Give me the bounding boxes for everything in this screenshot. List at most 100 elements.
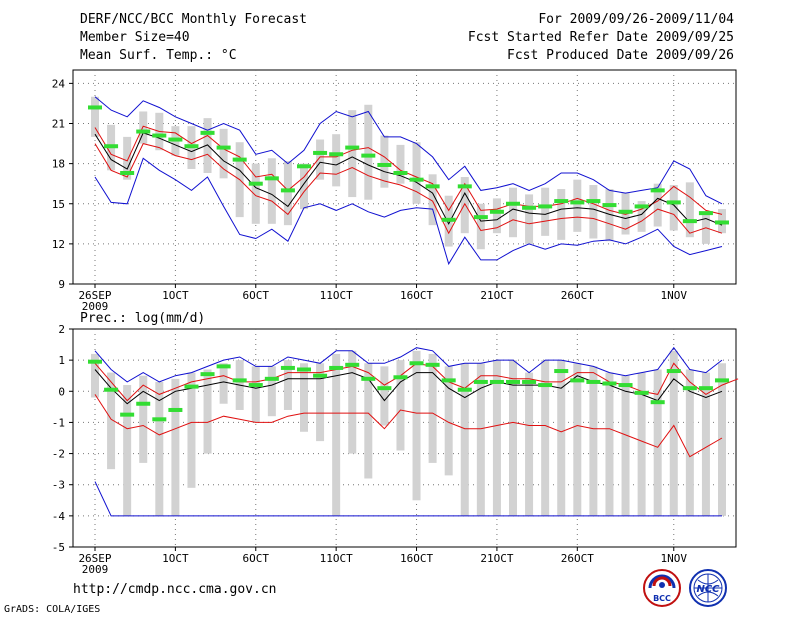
temp-ensemble-bar bbox=[589, 185, 598, 239]
prec-observed-marker bbox=[602, 381, 617, 386]
temp-max-line bbox=[94, 96, 723, 205]
prec-ensemble-bar bbox=[139, 375, 148, 463]
prec-ensemble-bar bbox=[412, 350, 421, 501]
prec-observed-marker bbox=[88, 359, 102, 364]
temp-ensemble-bar bbox=[541, 187, 550, 236]
prec-observed-marker bbox=[104, 387, 119, 392]
prec-ensemble-bar bbox=[669, 350, 678, 516]
prec-y-tick-label: -5 bbox=[52, 541, 65, 554]
temp-observed-marker bbox=[698, 211, 713, 216]
chart-title: DERF/NCC/BCC Monthly Forecast bbox=[80, 12, 307, 27]
prec-observed-marker bbox=[136, 401, 151, 406]
prec-observed-marker bbox=[152, 417, 167, 422]
prec-ensemble-bar bbox=[155, 381, 164, 516]
temp-observed-marker bbox=[184, 144, 199, 149]
temp-ensemble-bar bbox=[492, 198, 501, 234]
prec-observed-marker bbox=[297, 367, 311, 372]
temp-ensemble-bar bbox=[669, 185, 678, 231]
temp-observed-marker bbox=[618, 209, 633, 214]
temp-y-tick-label: 9 bbox=[58, 278, 65, 291]
temp-observed-marker bbox=[200, 130, 215, 135]
prec-observed-marker bbox=[248, 383, 263, 388]
prec-ensemble-bar bbox=[701, 372, 710, 516]
temp-ensemble-bar bbox=[428, 174, 437, 226]
temp-observed-marker bbox=[634, 204, 649, 209]
temp-observed-marker bbox=[554, 199, 569, 204]
prec-ensemble-bar bbox=[267, 366, 276, 417]
temp-ensemble-bar bbox=[637, 201, 646, 232]
prec-ensemble-bar bbox=[348, 350, 357, 454]
temp-observed-marker bbox=[506, 201, 520, 206]
temp-ensemble-bar bbox=[412, 142, 421, 204]
temp-ensemble-bar bbox=[316, 139, 325, 180]
temp-ensemble-bar bbox=[460, 177, 469, 234]
prec-observed-marker bbox=[200, 372, 215, 377]
prec-observed-marker bbox=[280, 365, 295, 370]
temp-observed-marker bbox=[473, 215, 488, 220]
temp-ensemble-bar bbox=[283, 160, 292, 226]
prec-ensemble-bar bbox=[251, 366, 260, 423]
prec-observed-marker bbox=[441, 378, 456, 383]
temp-ensemble-bar bbox=[139, 111, 148, 144]
prec-observed-marker bbox=[264, 376, 279, 381]
temp-observed-marker bbox=[570, 200, 585, 205]
prec-observed-marker bbox=[345, 362, 360, 367]
temp-ensemble-bar bbox=[557, 189, 566, 240]
prec-x-tick-label: 16OCT bbox=[400, 552, 433, 565]
prec-observed-marker bbox=[409, 361, 424, 366]
prec-ensemble-bar bbox=[509, 360, 517, 516]
temp-ensemble-bar bbox=[364, 104, 373, 200]
temp-observed-marker bbox=[297, 164, 311, 169]
temp-observed-marker bbox=[264, 176, 279, 181]
temp-observed-marker bbox=[425, 184, 440, 189]
temp-observed-marker bbox=[522, 205, 537, 210]
temp-x-tick-label: 1OCT bbox=[162, 289, 189, 302]
temp-y-tick-label: 24 bbox=[52, 77, 66, 90]
forecast-period: For 2009/09/26-2009/11/04 bbox=[538, 12, 734, 27]
temp-observed-marker bbox=[88, 105, 102, 110]
temp-mean-line bbox=[94, 132, 723, 226]
ncc-logo-text: NCC bbox=[696, 584, 720, 595]
prec-observed-marker bbox=[425, 362, 440, 367]
prec-observed-marker bbox=[361, 376, 376, 381]
prec-y-tick-label: -2 bbox=[52, 448, 65, 461]
prec-ensemble-bar bbox=[476, 363, 485, 516]
prec-lower-line bbox=[94, 394, 723, 458]
prec-observed-marker bbox=[506, 379, 520, 384]
temp-observed-marker bbox=[682, 219, 697, 224]
bcc-logo-text: BCC bbox=[653, 594, 671, 603]
prec-ensemble-bar bbox=[605, 372, 614, 516]
prec-ensemble-bar bbox=[91, 353, 99, 398]
temp-ensemble-bar bbox=[525, 194, 534, 244]
temp-observed-marker bbox=[377, 162, 392, 167]
temp-observed-marker bbox=[104, 144, 119, 149]
prec-ensemble-bar bbox=[332, 353, 341, 516]
source-url[interactable]: http://cmdp.ncc.cma.gov.cn bbox=[73, 582, 277, 597]
prec-ensemble-bar bbox=[316, 363, 325, 442]
prec-observed-marker bbox=[698, 386, 713, 391]
temp-observed-marker bbox=[666, 200, 681, 205]
prec-observed-marker bbox=[377, 386, 392, 391]
prec-ensemble-bar bbox=[718, 363, 726, 516]
temp-observed-marker bbox=[120, 170, 135, 175]
temp-ensemble-bar bbox=[251, 163, 260, 224]
temp-ensemble-bar bbox=[300, 163, 308, 210]
prec-ensemble-bar bbox=[557, 360, 566, 516]
temp-x-tick-label: 26SEP bbox=[78, 289, 111, 302]
temp-ensemble-bar bbox=[380, 135, 389, 188]
bcc-logo: BCC bbox=[643, 569, 681, 607]
prec-y-tick-label: 2 bbox=[58, 323, 65, 336]
prec-ensemble-bar bbox=[187, 372, 196, 488]
temp-y-tick-label: 12 bbox=[52, 238, 65, 251]
prec-x-tick-label: 11OCT bbox=[320, 552, 353, 565]
prec-observed-marker bbox=[666, 369, 681, 374]
temp-ensemble-bar bbox=[685, 182, 694, 238]
temp-observed-marker bbox=[136, 129, 151, 134]
temp-observed-marker bbox=[248, 181, 263, 186]
temp-x-tick-label: 6OCT bbox=[243, 289, 270, 302]
temperature-panel-title: Mean Surf. Temp.: °C bbox=[80, 48, 237, 63]
prec-ensemble-bar bbox=[300, 363, 308, 432]
temp-observed-marker bbox=[345, 145, 360, 150]
prec-ensemble-bar bbox=[364, 363, 373, 479]
temp-y-tick-label: 21 bbox=[52, 118, 65, 131]
